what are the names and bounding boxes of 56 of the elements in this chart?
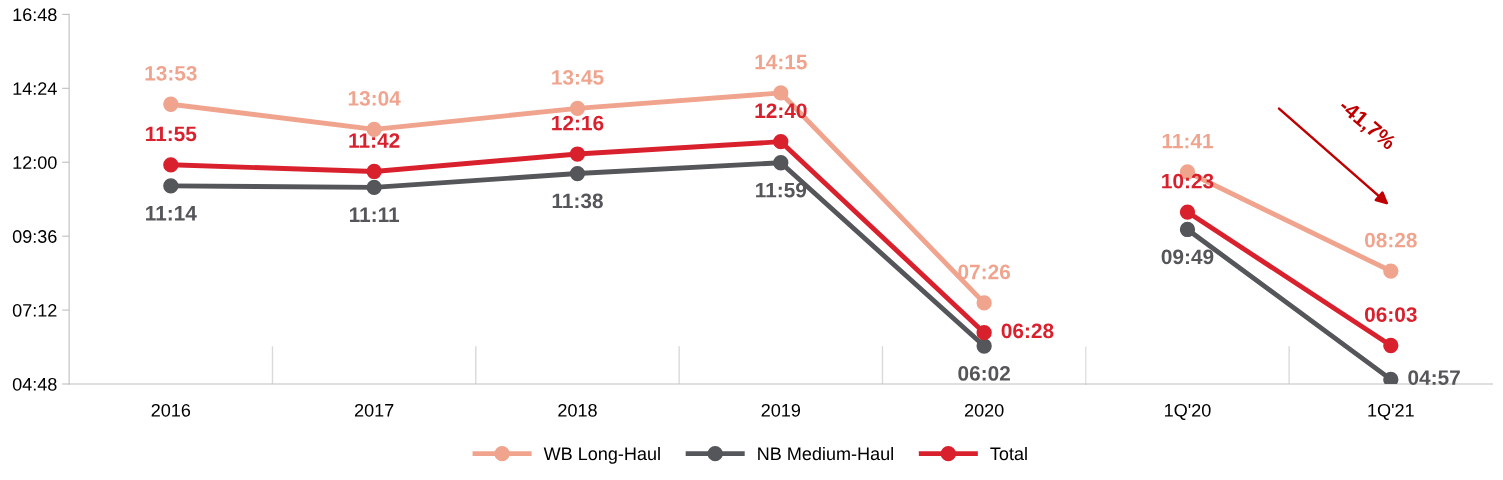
x-tick-label: 2017 [354, 403, 394, 417]
point [976, 325, 992, 341]
legend-label: NB Medium-Haul [758, 446, 893, 461]
y-tick-label: 07:12 [12, 304, 57, 317]
x-tick-label: 1Q'20 [1165, 403, 1211, 420]
point [1179, 221, 1196, 238]
point [1179, 204, 1196, 220]
data-label: 13:53 [145, 65, 197, 81]
x-tick-label: 2020 [964, 403, 1004, 417]
data-label: 12:40 [755, 103, 807, 119]
x-tick-label: 2019 [761, 403, 801, 417]
point [773, 85, 789, 101]
point [163, 157, 179, 173]
data-label: 14:15 [755, 54, 807, 70]
data-label: 11:55 [146, 126, 197, 142]
data-label: 08:28 [1365, 232, 1417, 248]
y-tick-label: 04:48 [12, 377, 57, 391]
data-label: 13:04 [348, 91, 401, 106]
point [163, 178, 179, 194]
data-label: 12:16 [552, 115, 604, 131]
point [366, 179, 382, 196]
x-tick-label: 2016 [151, 403, 191, 417]
point [569, 165, 586, 182]
data-label: 11:14 [146, 206, 197, 221]
data-label: 11:59 [756, 182, 807, 198]
y-tick-label: 16:48 [13, 8, 57, 22]
point [976, 338, 992, 354]
point [976, 295, 992, 311]
y-tick-label: 14:24 [13, 82, 57, 95]
point [1383, 337, 1399, 354]
x-tick-label: 2018 [558, 403, 597, 417]
y-tick-label: 12:00 [13, 156, 57, 169]
point [773, 155, 789, 171]
point [163, 96, 179, 112]
data-label: 06:28 [1001, 323, 1054, 339]
point [1383, 371, 1399, 384]
point [366, 163, 382, 180]
data-label: 13:45 [552, 70, 604, 85]
data-label: 06:03 [1365, 307, 1417, 322]
data-label: 07:26 [958, 264, 1011, 280]
point [773, 134, 789, 150]
data-label: 04:57 [1408, 370, 1460, 385]
data-label: 11:11 [349, 207, 400, 222]
data-label: 10:23 [1162, 173, 1214, 189]
legend-label: Total [990, 446, 1027, 461]
data-label: 06:02 [958, 366, 1010, 381]
y-tick-label: 09:36 [12, 230, 57, 243]
legend-label: WB Long-Haul [543, 446, 660, 464]
x-tick-label: 1Q'21 [1368, 403, 1414, 420]
data-label: 09:49 [1161, 249, 1214, 265]
point [1383, 263, 1399, 279]
point [569, 146, 586, 162]
data-label: 11:42 [349, 133, 400, 148]
point [569, 100, 586, 116]
data-label: 11:38 [552, 193, 603, 209]
data-label: 11:41 [1162, 133, 1213, 149]
